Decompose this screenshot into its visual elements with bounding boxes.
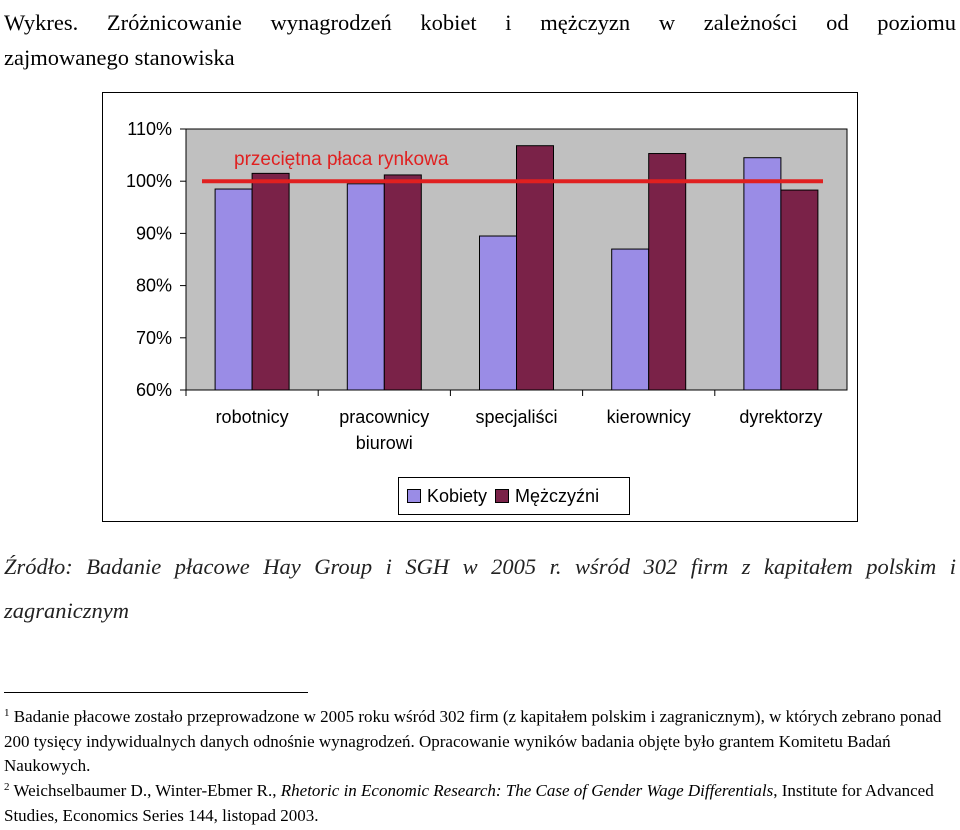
footnote-1-text: Badanie płacowe zostało przeprowadzone w…	[4, 707, 942, 775]
footnote-separator	[4, 692, 308, 693]
footnote-2-author: Weichselbaumer D., Winter-Ebmer R.,	[13, 781, 277, 800]
figure-caption-continued: zajmowanego stanowiska	[4, 45, 235, 70]
footnote-2: 2 Weichselbaumer D., Winter-Ebmer R., Rh…	[4, 779, 956, 828]
bar-kobiety-4	[743, 157, 782, 391]
figure-caption: Wykres. Zróżnicowanie wynagrodzeń kobiet…	[4, 10, 956, 35]
x-tick-label: dyrektorzy	[739, 407, 822, 427]
chart-legend: Kobiety Mężczyźni	[398, 477, 630, 515]
chart-area: 60% 70% 80% 90% 100% 110% robotnicy pracownicy b…	[102, 92, 858, 522]
x-tick-label: kierownicy	[607, 407, 691, 427]
legend-label-mezczyzni: Mężczyźni	[515, 485, 600, 506]
bar-mezczyzni-0	[251, 172, 290, 391]
source-note: Źródło: Badanie płacowe Hay Group i SGH …	[4, 554, 956, 623]
legend-label-kobiety: Kobiety	[427, 485, 488, 506]
y-tick-label: 90%	[136, 223, 172, 243]
bar-mezczyzni-4	[780, 189, 819, 391]
legend-item-mezczyzni: Mężczyźni	[495, 486, 599, 507]
y-tick-label: 110%	[127, 119, 172, 139]
x-tick-label: pracownicy	[339, 407, 429, 427]
legend-swatch-mezczyzni	[495, 489, 510, 503]
footnote-2-rest: , Institute for Advanced Studies, Econom…	[4, 781, 934, 825]
bar-mezczyzni-2	[516, 145, 554, 391]
x-tick-label: robotnicy	[216, 407, 289, 427]
y-tick-label: 100%	[126, 171, 172, 191]
x-tick-label: biurowi	[356, 433, 413, 453]
footnote-1-number: 1	[4, 707, 10, 719]
footnote-2-title: Rhetoric in Economic Research: The Case …	[280, 781, 774, 800]
y-tick-label: 70%	[136, 328, 172, 348]
legend-item-kobiety: Kobiety	[407, 486, 487, 507]
bar-kobiety-1	[346, 183, 385, 391]
reference-line-label: przeciętna płaca rynkowa	[234, 149, 449, 170]
footnote-1: 1 Badanie płacowe zostało przeprowadzone…	[4, 705, 956, 779]
bar-mezczyzni-3	[648, 153, 687, 391]
bar-kobiety-3	[611, 248, 650, 391]
legend-swatch-kobiety	[407, 489, 421, 503]
bar-kobiety-0	[214, 188, 253, 391]
footnote-2-number: 2	[4, 781, 10, 793]
bar-mezczyzni-1	[383, 174, 422, 391]
y-tick-label: 80%	[136, 276, 172, 296]
x-tick-label: specjaliści	[475, 407, 557, 427]
bar-kobiety-2	[479, 235, 517, 391]
y-tick-label: 60%	[136, 380, 172, 400]
bar-chart: 60% 70% 80% 90% 100% 110% robotnicy pracownicy b…	[126, 119, 848, 453]
